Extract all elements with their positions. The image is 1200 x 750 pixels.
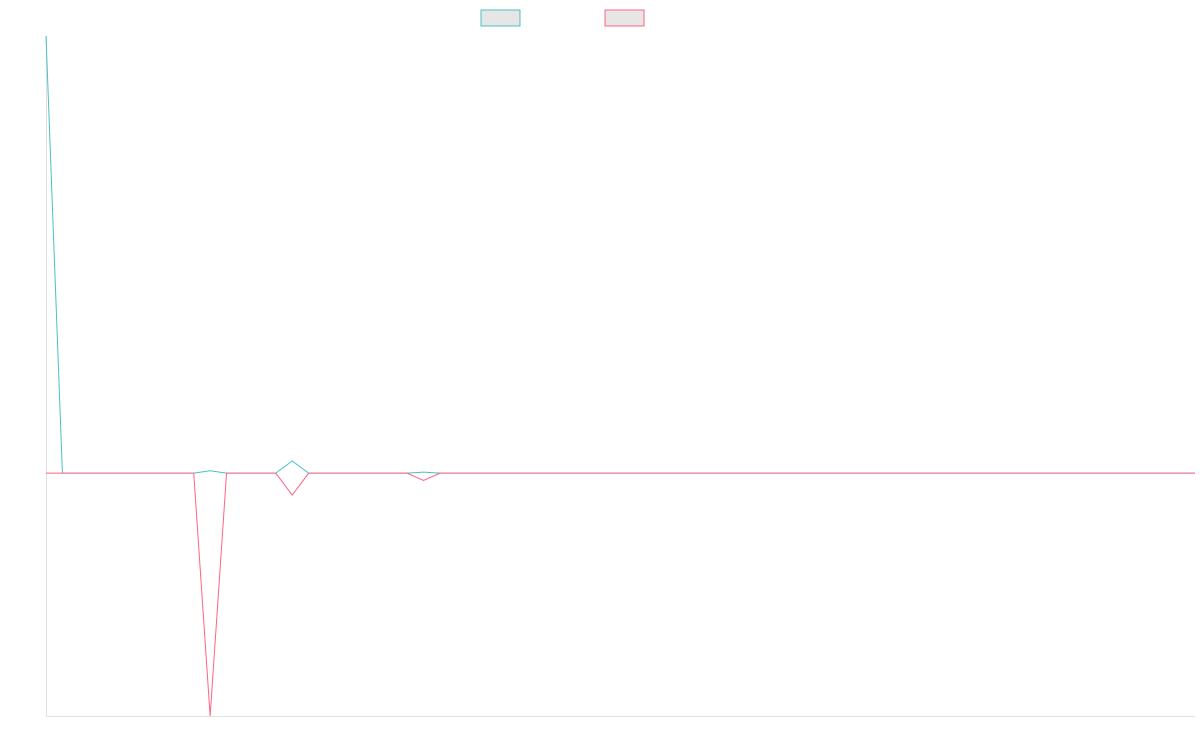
legend-swatch-series-2[interactable] xyxy=(604,9,645,27)
series-2 xyxy=(46,472,1195,717)
series-1-line[interactable] xyxy=(45,35,1195,474)
series-1 xyxy=(45,35,1195,474)
series-layer xyxy=(45,35,1195,717)
chart-legend xyxy=(480,9,645,27)
series-2-line[interactable] xyxy=(46,472,1195,717)
legend-swatch-series-1[interactable] xyxy=(480,9,521,27)
